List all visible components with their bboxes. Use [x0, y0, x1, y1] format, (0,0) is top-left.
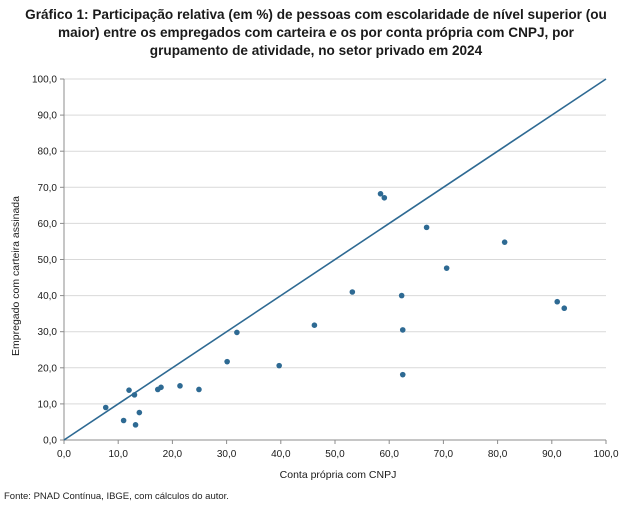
y-axis-label: Empregado com carteira assinada	[10, 196, 22, 356]
x-tick-label: 0,0	[57, 449, 71, 460]
data-point	[399, 371, 406, 378]
data-point	[102, 404, 109, 411]
reference-line	[63, 78, 607, 441]
source-note: Fonte: PNAD Contínua, IBGE, com cálculos…	[4, 491, 229, 502]
chart-title: Gráfico 1: Participação relativa (em %) …	[4, 6, 628, 60]
data-point	[381, 194, 388, 201]
data-point	[349, 289, 356, 295]
data-point	[177, 383, 183, 389]
data-point	[196, 386, 202, 393]
data-point	[554, 298, 561, 305]
x-tick-label: 100,0	[593, 449, 618, 460]
y-tick-label: 60,0	[38, 219, 58, 230]
data-point	[398, 292, 405, 299]
y-tick-label: 90,0	[38, 111, 58, 122]
reference-line-layer	[63, 78, 607, 441]
data-point	[276, 362, 282, 369]
data-point	[224, 358, 230, 365]
y-tick-label: 100,0	[32, 75, 57, 86]
x-tick-label: 40,0	[271, 449, 291, 460]
x-tick-label: 80,0	[488, 449, 508, 460]
data-point	[561, 305, 568, 312]
chart-title-line-1: Gráfico 1: Participação relativa (em %) …	[25, 7, 607, 22]
scatter-chart: 0,0 10,0 20,0 30,0 40,0 50,0 60,0 70,0 80,0 90,0 1…	[10, 75, 619, 482]
x-tick-label: 70,0	[434, 449, 454, 460]
y-tick-label: 30,0	[38, 327, 58, 338]
data-point	[120, 417, 127, 424]
y-tick-label: 20,0	[38, 363, 58, 374]
y-tick-label: 0,0	[43, 436, 57, 447]
x-tick-label: 60,0	[379, 449, 399, 460]
x-tick-label: 90,0	[542, 449, 562, 460]
data-point	[423, 224, 430, 231]
data-point	[443, 265, 450, 271]
data-point	[131, 392, 138, 398]
data-point	[501, 239, 508, 245]
data-point	[126, 387, 132, 393]
x-axis-label: Conta própria com CNPJ	[280, 469, 397, 481]
data-point	[234, 329, 240, 336]
data-point	[377, 190, 384, 197]
data-points	[102, 190, 568, 428]
data-point	[132, 422, 139, 428]
data-point	[158, 384, 164, 391]
y-tick-label: 40,0	[38, 291, 58, 302]
data-point	[399, 327, 406, 333]
x-tick-label: 20,0	[163, 449, 183, 460]
chart-title-line-3: grupamento de atividade, no setor privad…	[149, 43, 483, 58]
y-tick-label: 50,0	[38, 255, 58, 266]
tick-labels: 0,0 10,0 20,0 30,0 40,0 50,0 60,0 70,0 80,0 90,0 1…	[32, 75, 619, 461]
axes	[60, 78, 607, 444]
data-point	[136, 409, 143, 416]
data-point	[311, 322, 318, 329]
gridlines	[64, 78, 606, 405]
y-tick-label: 70,0	[38, 183, 58, 194]
x-tick-label: 30,0	[217, 449, 237, 460]
x-tick-label: 10,0	[108, 449, 128, 460]
y-tick-label: 10,0	[38, 399, 58, 410]
y-tick-label: 80,0	[38, 147, 58, 158]
x-tick-label: 50,0	[325, 449, 345, 460]
chart-title-line-2: maior) entre os empregados com carteira …	[58, 25, 574, 40]
